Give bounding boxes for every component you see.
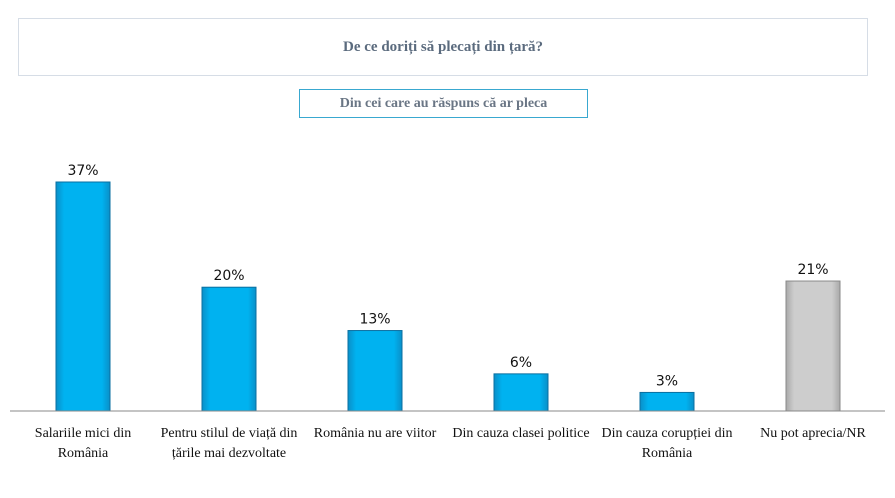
bar-5	[785, 280, 841, 412]
chart-title-box: De ce doriți să plecați din țară?	[18, 18, 868, 76]
chart-title: De ce doriți să plecați din țară?	[343, 38, 543, 55]
category-label-5: Nu pot aprecia/NR	[760, 426, 866, 441]
value-label-1: 20%	[213, 268, 244, 284]
bar-1	[201, 286, 257, 412]
bar-3	[493, 373, 549, 412]
bar-0	[55, 181, 111, 412]
value-label-5: 21%	[797, 262, 828, 278]
chart-subtitle: Din cei care au răspuns că ar pleca	[339, 95, 548, 111]
bar-4	[639, 391, 695, 412]
category-label-2: România nu are viitor	[313, 426, 437, 441]
category-label-3: Din cauza clasei politice	[452, 426, 590, 441]
category-label-1: Pentru stilul de viață din țările mai de…	[160, 426, 298, 461]
value-label-2: 13%	[359, 312, 390, 328]
category-label-0: Salariile mici din România	[34, 426, 132, 461]
value-label-0: 37%	[67, 163, 98, 179]
value-label-4: 3%	[656, 373, 678, 389]
category-label-4: Din cauza corupției din România	[601, 426, 733, 461]
bar-2	[347, 330, 403, 412]
value-label-3: 6%	[510, 355, 532, 371]
chart-subtitle-box: Din cei care au răspuns că ar pleca	[299, 89, 588, 118]
